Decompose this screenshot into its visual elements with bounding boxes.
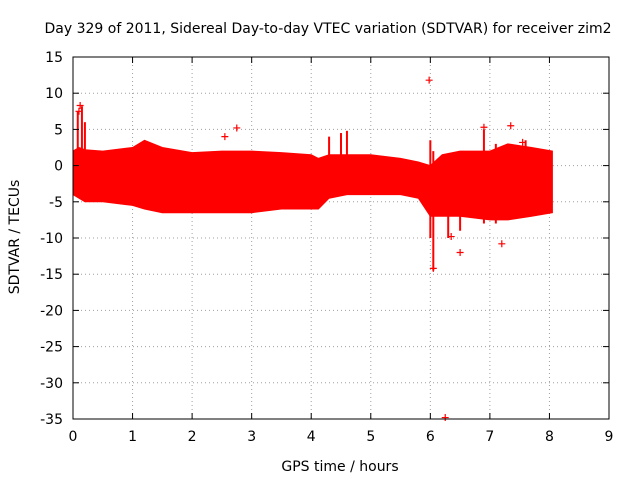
x-tick-label: 5 [366,429,375,445]
y-tick-label: 5 [54,122,63,138]
y-tick-label: -10 [40,231,63,247]
ticks: 0 1 2 3 4 5 6 7 8 9 15 10 5 0 -5 -10 -15 -20 -25 -30 -35 [40,50,613,445]
y-tick-label: -25 [40,340,63,356]
data-point [447,233,455,241]
data-point [456,248,464,256]
x-tick-label: 3 [247,429,256,445]
data-point [507,122,515,130]
y-tick-label: 15 [45,50,63,66]
data-point [221,133,229,141]
x-axis-label: GPS time / hours [281,459,398,475]
y-tick-label: -30 [40,376,63,392]
y-tick-label: -5 [49,195,63,211]
y-axis-label: SDTVAR / TECUs [7,180,23,295]
y-tick-label: -20 [40,303,63,319]
data-point [441,414,449,422]
x-tick-label: 8 [545,429,554,445]
data-point [498,240,506,248]
x-tick-label: 4 [307,429,316,445]
data-point [429,264,437,272]
y-tick-label: 0 [54,159,63,175]
data-point [480,123,488,131]
x-tick-label: 7 [485,429,494,445]
y-tick-label: 10 [45,86,63,102]
data-band [72,139,553,221]
data-layer [72,76,553,422]
data-point [519,138,527,146]
data-point [75,107,83,115]
x-tick-label: 9 [605,429,614,445]
x-tick-label: 6 [426,429,435,445]
grid [73,57,609,419]
data-point [425,76,433,84]
x-tick-label: 1 [128,429,137,445]
data-point [76,102,84,110]
data-point [233,124,241,132]
x-tick-label: 0 [69,429,78,445]
chart-title: Day 329 of 2011, Sidereal Day-to-day VTE… [45,21,612,37]
x-tick-label: 2 [188,429,197,445]
y-tick-label: -15 [40,267,63,283]
y-tick-label: -35 [40,412,63,428]
